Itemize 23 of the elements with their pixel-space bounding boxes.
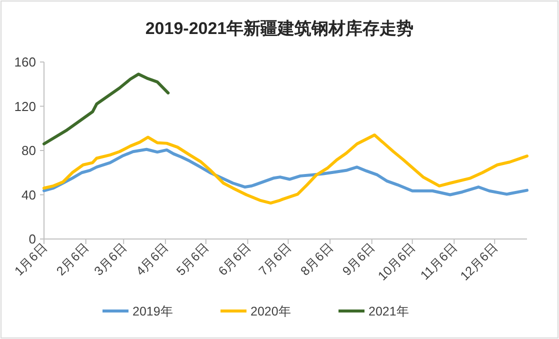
y-tick-label: 120 — [14, 98, 36, 114]
line-series — [42, 72, 170, 146]
legend-label: 2019年 — [132, 304, 174, 318]
y-tick-label: 160 — [14, 54, 36, 70]
x-tick-label: 11月6日 — [418, 240, 460, 283]
x-tick-label: 10月6日 — [375, 240, 418, 284]
x-tick-label: 4月6日 — [133, 240, 172, 278]
line-series — [42, 134, 528, 205]
legend-label: 2020年 — [250, 304, 292, 318]
y-tick-label: 80 — [22, 143, 36, 158]
y-tick-label: 40 — [22, 187, 36, 202]
x-tick-label: 9月6日 — [340, 240, 378, 278]
title: 2019-2021年新疆建筑钢材库存走势 — [145, 19, 414, 38]
line-series — [42, 148, 528, 196]
y-tick-label: 0 — [28, 232, 36, 246]
x-tick-label: 12月6日 — [458, 240, 501, 284]
x-tick-label: 8月6日 — [298, 240, 336, 278]
x-tick-label: 3月6日 — [92, 240, 130, 278]
x-tick-label: 6月6日 — [216, 240, 254, 278]
x-tick-label: 7月6日 — [256, 240, 294, 278]
x-tick-label: 2月6日 — [54, 240, 92, 278]
x-tick-label: 5月6日 — [174, 240, 212, 278]
legend-label: 2021年 — [368, 304, 410, 318]
